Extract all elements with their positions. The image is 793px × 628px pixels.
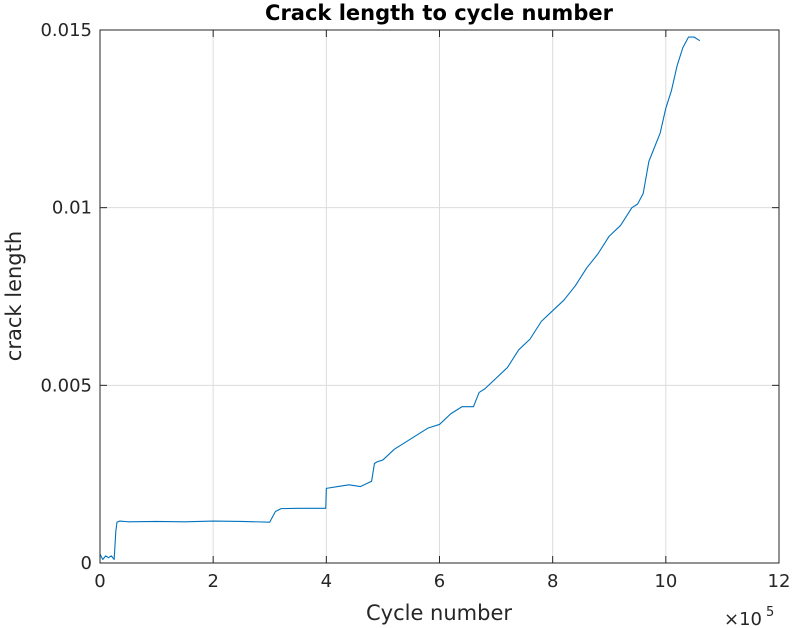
x-tick-label: 4 bbox=[321, 571, 332, 592]
y-tick-label: 0.005 bbox=[40, 375, 92, 396]
x-tick-label: 0 bbox=[94, 571, 105, 592]
y-axis: 0 0.005 0.01 0.015 bbox=[40, 20, 779, 574]
series-layer bbox=[99, 36, 701, 561]
x-tick-label: 8 bbox=[547, 571, 558, 592]
x-axis-label: Cycle number bbox=[366, 601, 512, 625]
x-tick-label: 6 bbox=[434, 571, 445, 592]
chart-title: Crack length to cycle number bbox=[265, 1, 614, 25]
x-tick-label: 2 bbox=[207, 571, 218, 592]
y-tick-label: 0 bbox=[81, 553, 92, 574]
x-multiplier-base: ×10 bbox=[724, 609, 762, 628]
x-multiplier-exponent: 5 bbox=[766, 605, 774, 620]
x-axis: 0 2 4 6 8 10 12 bbox=[94, 30, 790, 592]
x-axis-multiplier: ×10 5 bbox=[724, 605, 774, 628]
x-tick-label: 12 bbox=[768, 571, 791, 592]
x-tick-label: 10 bbox=[654, 571, 677, 592]
crack-length-series-line bbox=[99, 36, 701, 561]
y-tick-label: 0.01 bbox=[52, 198, 92, 219]
y-tick-label: 0.015 bbox=[40, 20, 92, 41]
y-axis-label: crack length bbox=[2, 231, 26, 361]
